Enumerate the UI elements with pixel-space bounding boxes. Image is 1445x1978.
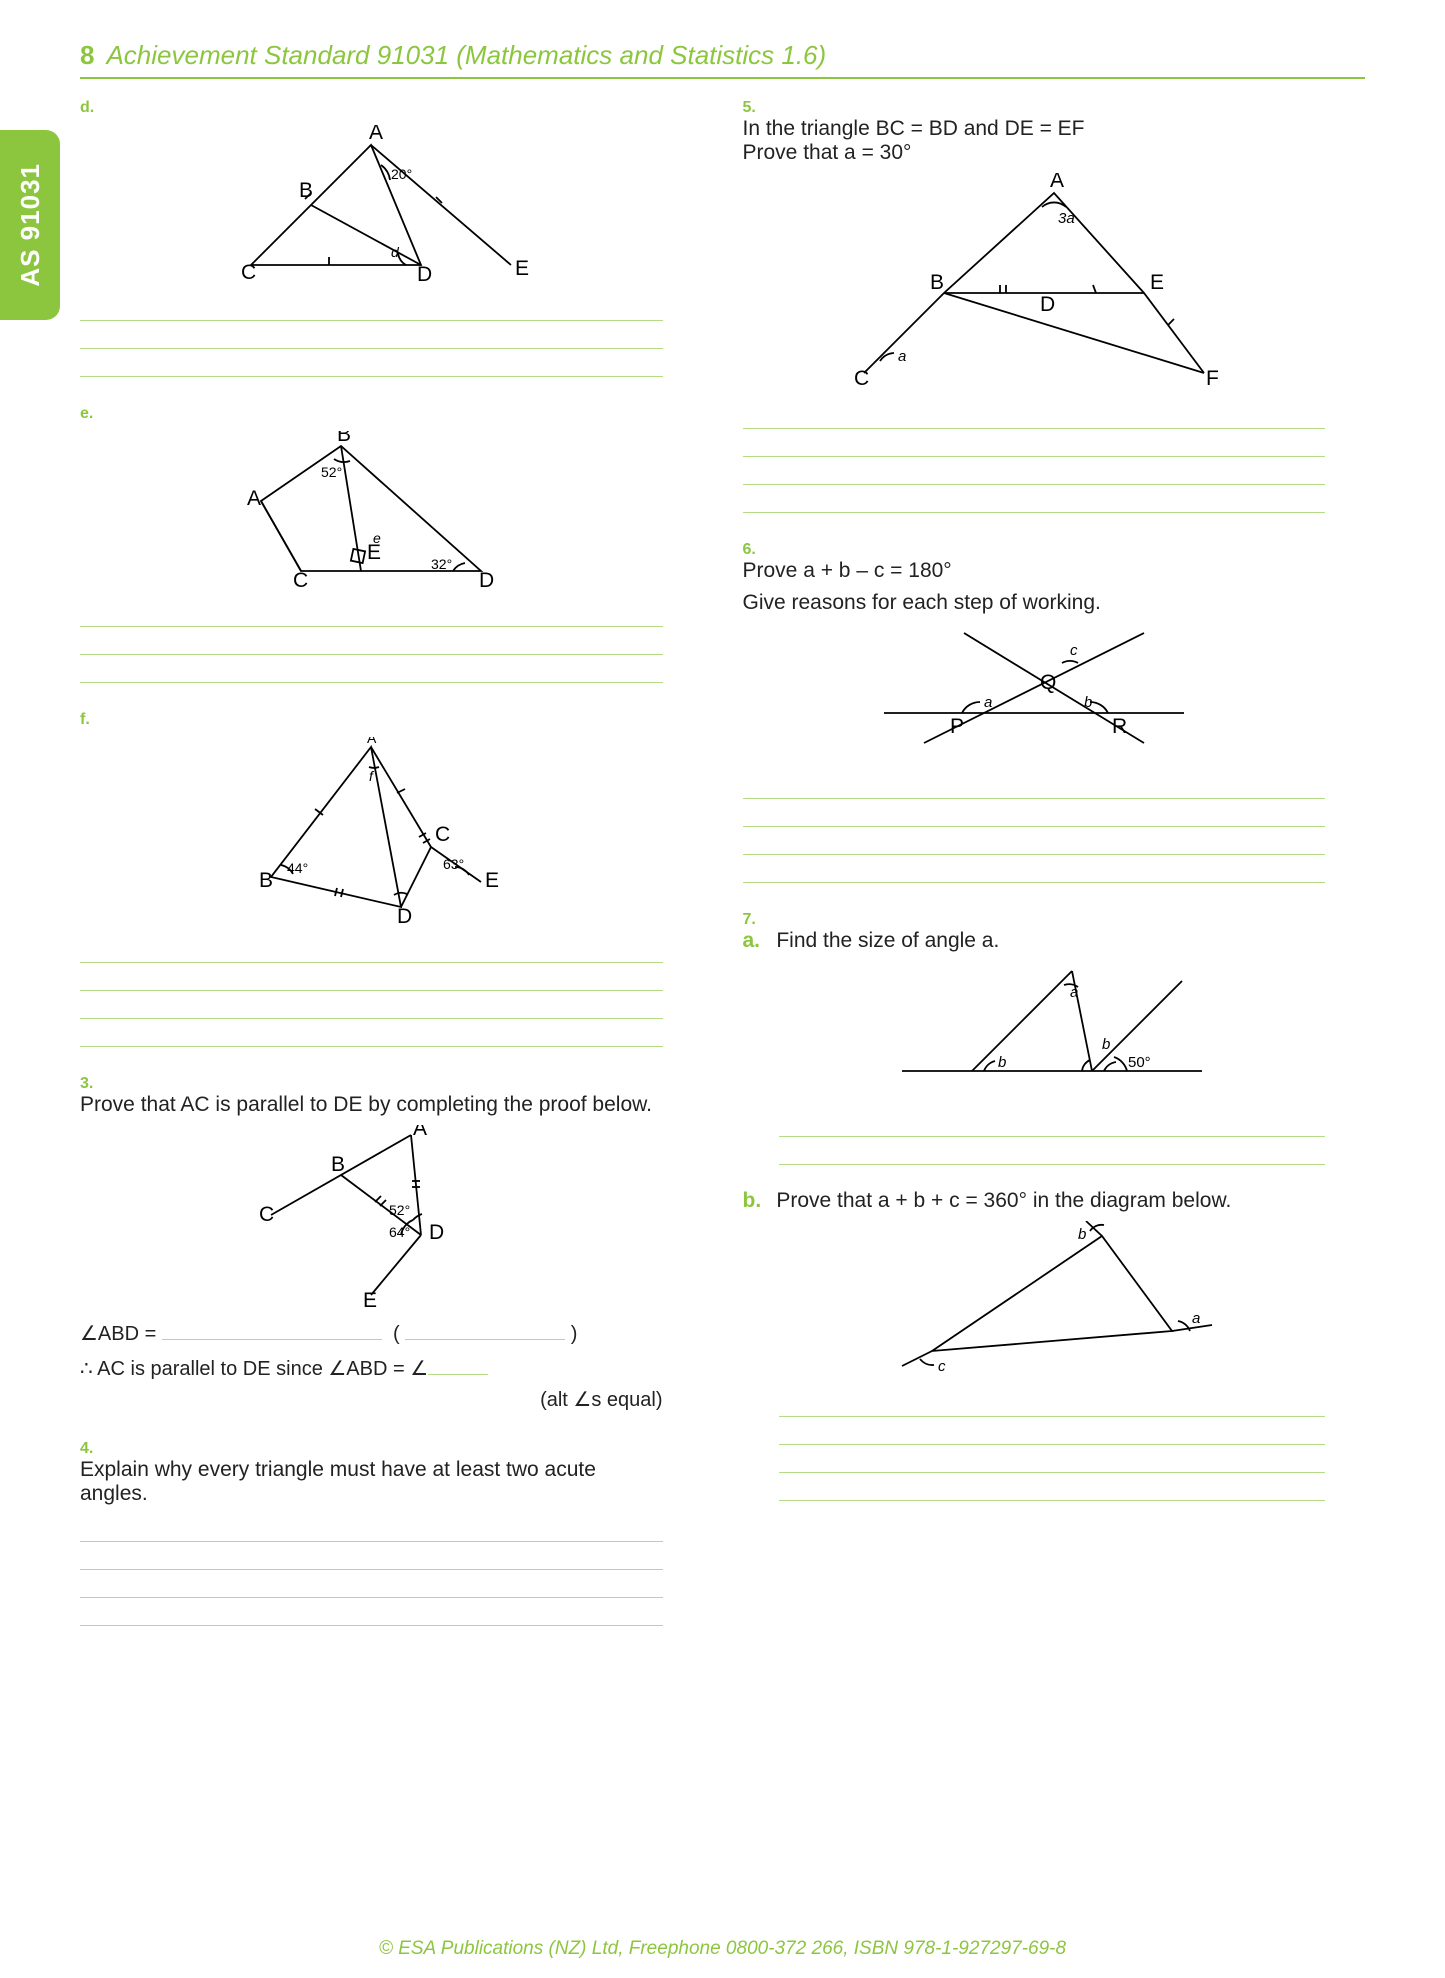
left-column: d. A B — [80, 99, 703, 1654]
page-number: 8 — [80, 40, 94, 71]
svg-text:b: b — [998, 1054, 1006, 1071]
svg-text:B: B — [930, 271, 944, 294]
svg-text:D: D — [397, 905, 412, 927]
svg-text:a: a — [984, 694, 992, 711]
label-f: f. — [80, 711, 116, 729]
page-title: Achievement Standard 91031 (Mathematics … — [106, 40, 826, 71]
label-6: 6. — [743, 541, 779, 559]
q3-fill-3[interactable] — [428, 1357, 488, 1375]
svg-text:a: a — [1070, 984, 1078, 1001]
svg-text:B: B — [299, 179, 313, 202]
svg-text:63°: 63° — [443, 856, 464, 872]
svg-text:C: C — [293, 569, 308, 591]
side-tab-label: AS 91031 — [15, 163, 46, 287]
q3-l3: (alt ∠s equal) — [80, 1387, 663, 1412]
svg-text:b: b — [1102, 1036, 1110, 1053]
svg-text:D: D — [429, 1221, 444, 1244]
svg-text:20°: 20° — [391, 166, 412, 182]
page: 8 Achievement Standard 91031 (Mathematic… — [80, 40, 1365, 1918]
diagram-f: A B C D E 44° 63° f — [221, 737, 521, 927]
svg-text:B: B — [331, 1153, 345, 1176]
svg-text:A: A — [1050, 173, 1064, 192]
diagram-e: B A C D E 52° 32° e — [221, 431, 521, 591]
q3-fill-1[interactable] — [162, 1322, 382, 1340]
item-7: 7. a. Find the size of angle a. — [743, 911, 1366, 1501]
svg-text:b: b — [1084, 694, 1092, 711]
label-7: 7. — [743, 911, 779, 929]
q3-text: Prove that AC is parallel to DE by compl… — [80, 1093, 663, 1117]
svg-text:R: R — [1112, 715, 1127, 738]
diagram-d: A B C D E 20° d — [211, 125, 531, 285]
q6-t1: Prove a + b – c = 180° — [743, 559, 1326, 583]
q5-t1: In the triangle BC = BD and DE = EF — [743, 117, 1326, 141]
svg-text:f: f — [369, 768, 375, 784]
item-4: 4. Explain why every triangle must have … — [80, 1440, 703, 1626]
item-d: d. A B — [80, 99, 703, 377]
svg-text:a: a — [898, 348, 906, 365]
svg-text:C: C — [854, 367, 869, 390]
svg-text:3a: 3a — [1058, 210, 1075, 227]
footer: © ESA Publications (NZ) Ltd, Freephone 0… — [0, 1938, 1445, 1960]
svg-text:e: e — [373, 530, 381, 546]
svg-text:52°: 52° — [321, 464, 342, 480]
diagram-7b: c a b — [872, 1221, 1232, 1381]
svg-text:D: D — [479, 569, 494, 591]
svg-text:c: c — [938, 1358, 946, 1375]
svg-text:B: B — [337, 431, 351, 446]
label-e: e. — [80, 405, 116, 423]
item-e: e. B A C D — [80, 405, 703, 683]
svg-text:F: F — [1206, 367, 1219, 390]
side-tab: AS 91031 — [0, 130, 60, 320]
q7b-text: Prove that a + b + c = 360° in the diagr… — [776, 1189, 1231, 1212]
svg-text:c: c — [1070, 642, 1078, 659]
label-7b: b. — [743, 1189, 771, 1213]
svg-text:A: A — [247, 487, 261, 510]
svg-text:E: E — [515, 257, 529, 280]
item-3: 3. Prove that AC is parallel to DE by co… — [80, 1075, 703, 1412]
svg-text:C: C — [259, 1203, 274, 1226]
label-7a: a. — [743, 929, 771, 953]
svg-text:52°: 52° — [389, 1202, 410, 1218]
right-column: 5. In the triangle BC = BD and DE = EF P… — [743, 99, 1366, 1654]
q6-t2: Give reasons for each step of working. — [743, 591, 1326, 615]
q4-text: Explain why every triangle must have at … — [80, 1458, 663, 1506]
q7a-text: Find the size of angle a. — [776, 929, 999, 952]
q3-l2: ∴ AC is parallel to DE since ∠ABD = ∠ — [80, 1358, 428, 1380]
item-6: 6. Prove a + b – c = 180° Give reasons f… — [743, 541, 1366, 883]
svg-text:C: C — [241, 261, 256, 284]
label-d: d. — [80, 99, 116, 117]
item-5: 5. In the triangle BC = BD and DE = EF P… — [743, 99, 1366, 513]
svg-text:A: A — [367, 737, 377, 746]
svg-text:D: D — [417, 263, 432, 285]
q3-l1a: ∠ABD = — [80, 1323, 156, 1345]
svg-text:C: C — [435, 823, 450, 846]
svg-text:E: E — [363, 1289, 377, 1312]
svg-text:32°: 32° — [431, 556, 452, 572]
diagram-7a: a b b 50° — [882, 961, 1222, 1101]
svg-text:a: a — [1192, 1310, 1200, 1327]
svg-text:A: A — [369, 125, 383, 144]
svg-text:44°: 44° — [287, 860, 308, 876]
svg-text:A: A — [413, 1125, 427, 1140]
svg-text:P: P — [950, 715, 964, 738]
q5-t2: Prove that a = 30° — [743, 141, 1326, 165]
svg-text:Q: Q — [1040, 671, 1056, 694]
page-header: 8 Achievement Standard 91031 (Mathematic… — [80, 40, 1365, 79]
diagram-6: P Q R a b c — [864, 623, 1204, 763]
diagram-3: A B C D E 52° 64° — [241, 1125, 501, 1315]
svg-text:E: E — [485, 869, 499, 892]
diagram-5: A B C D E F 3a a — [834, 173, 1234, 393]
label-4: 4. — [80, 1440, 116, 1458]
item-f: f. — [80, 711, 703, 1047]
svg-text:D: D — [1040, 293, 1055, 316]
svg-text:b: b — [1078, 1226, 1086, 1243]
svg-text:E: E — [1150, 271, 1164, 294]
label-3: 3. — [80, 1075, 116, 1093]
svg-text:64°: 64° — [389, 1224, 410, 1240]
svg-text:B: B — [259, 869, 273, 892]
svg-text:50°: 50° — [1128, 1054, 1151, 1071]
svg-text:d: d — [391, 244, 400, 260]
q3-fill-2[interactable] — [405, 1322, 565, 1340]
label-5: 5. — [743, 99, 779, 117]
